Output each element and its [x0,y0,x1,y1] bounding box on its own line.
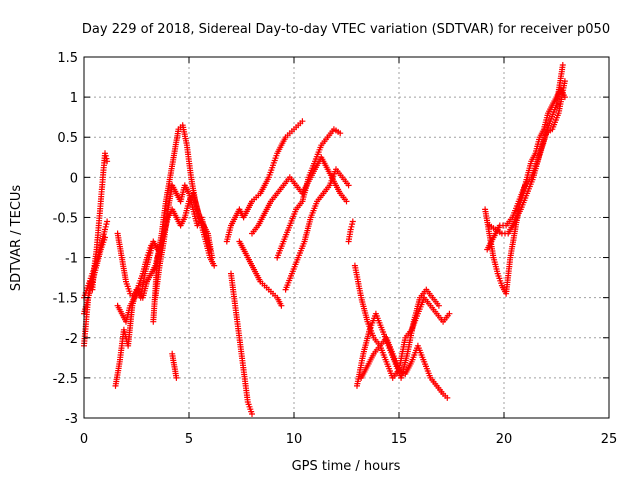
data-point [345,182,352,189]
x-tick-label: 5 [185,432,193,447]
x-tick-label: 15 [391,432,408,447]
x-tick-label: 25 [601,432,618,447]
series-arc-16 [282,166,352,293]
data-point [349,218,356,225]
x-tick-label: 10 [286,432,303,447]
data-point [444,394,451,401]
x-tick-label: 20 [496,432,513,447]
chart-title: Day 229 of 2018, Sidereal Day-to-day VTE… [82,22,610,37]
grid-lines [84,57,609,418]
series-arc-4 [112,238,161,389]
series-arc-1 [81,150,111,349]
data-point [337,130,344,137]
y-tick-label: -1 [65,252,78,267]
data-marker [102,152,109,159]
y-tick-label: -0.5 [53,211,78,226]
y-tick-label: -1.5 [53,292,78,307]
data-point [561,78,568,85]
data-marker [103,155,110,162]
data-point [559,62,566,68]
x-axis-label: GPS time / hours [292,459,401,474]
axes: -3 -2.5 -2 -1.5 -1 -0.5 0 0.5 1 1.5 0 5 10 15 20 25 [53,51,618,447]
series-arc-23 [486,78,568,237]
y-tick-label: 1 [70,91,78,106]
series-arc-19 [354,286,442,389]
data-point [343,198,350,205]
series-arc-22 [484,62,566,253]
data-point [249,411,255,417]
data-point [347,226,354,233]
series-arc-12 [228,270,255,417]
data-point [299,118,306,125]
data-point [211,262,218,269]
series-arc-10 [169,350,180,381]
data-marker [102,223,109,230]
data-points [81,62,568,417]
data-point [446,310,453,317]
series-arc-5 [114,230,155,301]
data-point [102,234,108,241]
series-arc-14 [249,154,350,237]
x-tick-label: 0 [80,432,88,447]
data-point [104,158,111,165]
series-arc-15 [274,126,344,261]
series-arc-20 [358,334,451,401]
data-point [102,226,108,233]
plot-frame [83,56,610,419]
y-tick-label: 0.5 [57,131,78,146]
series-arc-17 [345,218,356,245]
data-point [173,374,180,381]
y-tick-label: -2 [65,332,78,347]
data-marker [348,223,355,230]
data-point [278,302,285,309]
series-arc-11 [223,118,306,245]
data-point [104,218,111,225]
y-tick-label: 0 [70,171,78,186]
y-axis-label: SDTVAR / TECUs [9,185,24,292]
data-point [148,242,155,249]
y-tick-label: -2.5 [53,372,78,387]
data-point [435,302,442,309]
y-tick-label: -3 [65,412,78,427]
series-arc-9 [156,190,218,269]
series-arc-13 [236,238,285,309]
y-tick-label: 1.5 [57,51,78,66]
